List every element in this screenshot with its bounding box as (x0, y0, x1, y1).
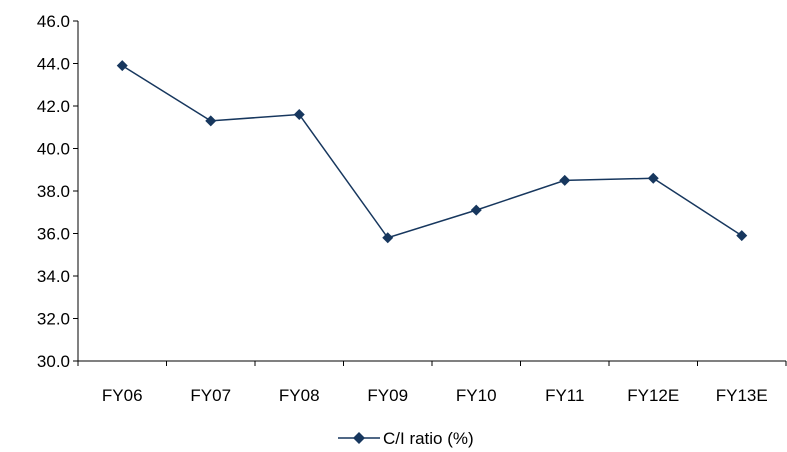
y-tick-label: 36.0 (37, 225, 70, 244)
data-point-marker (205, 115, 217, 127)
y-tick-label: 38.0 (37, 182, 70, 201)
data-point-marker (382, 232, 394, 244)
y-tick-label: 32.0 (37, 310, 70, 329)
y-tick-label: 42.0 (37, 97, 70, 116)
x-tick-label: FY10 (456, 386, 497, 405)
y-tick-label: 30.0 (37, 352, 70, 371)
x-tick-label: FY09 (367, 386, 408, 405)
series-group (116, 60, 748, 244)
x-tick-label: FY07 (190, 386, 231, 405)
y-tick-label: 40.0 (37, 140, 70, 159)
data-point-marker (647, 172, 659, 184)
y-tick-label: 44.0 (37, 55, 70, 74)
data-point-marker (116, 60, 128, 72)
data-point-marker (559, 174, 571, 186)
x-tick-label: FY13E (716, 386, 768, 405)
y-tick-label: 46.0 (37, 12, 70, 31)
x-tick-label: FY11 (545, 386, 584, 405)
x-tick-label: FY12E (627, 386, 679, 405)
x-axis-ticks: FY06 FY07 FY08 FY09 FY10 FY11 FY12E FY13E (77, 361, 787, 405)
legend-label: C/I ratio (%) (383, 429, 474, 448)
legend-marker-icon (353, 432, 365, 444)
x-tick-label: FY08 (279, 386, 320, 405)
data-point-marker (293, 109, 305, 120)
series-line (121, 64, 743, 239)
axes (77, 21, 786, 362)
data-point-marker (736, 230, 748, 242)
data-point-marker (470, 204, 482, 216)
y-axis-ticks: 30.0 32.0 34.0 36.0 38.0 40.0 42.0 44.0 46.0 (37, 12, 78, 371)
y-tick-label: 34.0 (37, 267, 70, 286)
x-tick-label: FY06 (102, 386, 143, 405)
legend: C/I ratio (%) (338, 429, 474, 448)
